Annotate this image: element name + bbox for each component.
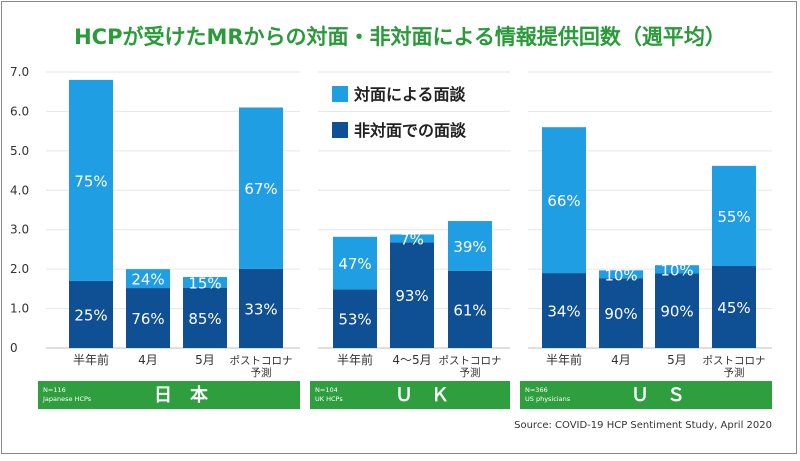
data-label: 25% xyxy=(74,306,107,324)
region-band xyxy=(38,381,300,409)
bar-segment-face-to-face xyxy=(390,234,434,243)
bar-segment-remote xyxy=(655,273,699,348)
source-note: Source: COVID-19 HCP Sentiment Study, Ap… xyxy=(514,420,772,431)
data-label: 33% xyxy=(244,300,277,318)
bar-segment-face-to-face xyxy=(126,269,170,289)
legend-label: 対面による面談 xyxy=(353,85,467,104)
category-label: 半年前 xyxy=(546,352,582,367)
category-label: ポストコロナ xyxy=(703,355,766,367)
chart-title: HCPが受けたMRからの対面・非対面による情報提供回数（週平均） xyxy=(74,25,726,49)
data-label: 47% xyxy=(338,255,371,273)
data-label: 61% xyxy=(453,301,486,319)
region-name: Ｕ Ｓ xyxy=(631,385,685,406)
region-name: Ｕ Ｋ xyxy=(395,385,449,406)
bar-segment-remote xyxy=(542,273,586,348)
data-label: 90% xyxy=(604,305,637,323)
bar-segment-remote xyxy=(69,280,113,348)
data-label: 53% xyxy=(338,311,371,329)
y-tick-label: 0 xyxy=(10,341,18,355)
sample-size-note: US physicians xyxy=(525,395,571,403)
category-label: 4〜5月 xyxy=(392,353,431,367)
y-tick-label: 3.0 xyxy=(10,223,29,237)
bar-segment-face-to-face xyxy=(542,127,586,274)
category-label: 予測 xyxy=(251,366,272,379)
category-label: 5月 xyxy=(195,353,215,367)
data-label: 75% xyxy=(74,172,107,190)
data-label: 67% xyxy=(244,180,277,198)
data-label: 10% xyxy=(604,266,637,284)
legend-label: 非対面での面談 xyxy=(354,121,467,140)
data-label: 76% xyxy=(131,310,164,328)
data-label: 39% xyxy=(453,238,486,256)
sample-size-note: UK HCPs xyxy=(315,395,343,403)
labels-layer: 25% 75% 76% 24% 85% 15% 33% 67% 53% 47% 93% 7% 61% 39… xyxy=(74,172,750,328)
sample-size-note: N=104 xyxy=(315,386,338,394)
region-band xyxy=(310,381,510,409)
y-tick-label: 5.0 xyxy=(10,144,29,158)
y-tick-label: 1.0 xyxy=(10,302,29,316)
data-label: 45% xyxy=(717,299,750,317)
data-label: 66% xyxy=(547,192,580,210)
category-label: 半年前 xyxy=(73,352,109,367)
data-label: 85% xyxy=(188,310,221,328)
data-label: 90% xyxy=(660,303,693,321)
category-label: ポストコロナ xyxy=(439,355,502,367)
data-label: 24% xyxy=(131,271,164,289)
bar-segment-face-to-face xyxy=(69,79,113,281)
bar-segment-face-to-face xyxy=(448,221,492,271)
bar-segment-remote xyxy=(183,287,227,348)
data-label: 15% xyxy=(188,274,221,292)
bar-segment-remote xyxy=(712,265,756,348)
y-tick-label: 2.0 xyxy=(10,262,29,276)
data-label: 34% xyxy=(547,303,580,321)
category-label: 5月 xyxy=(667,353,687,367)
y-tick-label: 4.0 xyxy=(10,183,29,197)
region-band xyxy=(520,381,772,409)
data-label: 93% xyxy=(395,287,428,305)
bars-layer xyxy=(69,79,756,348)
bar-segment-remote xyxy=(599,278,643,348)
region-name: 日 本 xyxy=(154,384,208,406)
category-label: 4月 xyxy=(138,353,158,367)
bar-segment-remote xyxy=(239,268,283,348)
bar-segment-remote xyxy=(390,242,434,348)
data-label: 7% xyxy=(400,230,424,248)
sample-size-note: N=116 xyxy=(43,386,66,394)
bar-segment-face-to-face xyxy=(183,277,227,288)
sample-size-note: N=366 xyxy=(525,386,548,394)
sample-size-note: Japanese HCPs xyxy=(42,395,92,403)
category-label: 半年前 xyxy=(337,352,373,367)
bar-segment-remote xyxy=(448,270,492,348)
bar-segment-remote xyxy=(126,288,170,348)
category-label: 予測 xyxy=(724,366,745,379)
bar-segment-remote xyxy=(333,289,377,348)
data-label: 10% xyxy=(660,261,693,279)
legend-swatch xyxy=(332,86,348,102)
bar-segment-face-to-face xyxy=(712,165,756,266)
bar-segment-face-to-face xyxy=(599,270,643,279)
category-label: ポストコロナ xyxy=(230,355,293,367)
legend-swatch xyxy=(332,122,348,138)
data-label: 55% xyxy=(717,208,750,226)
y-tick-label: 7.0 xyxy=(10,65,29,79)
category-label: 4月 xyxy=(611,353,631,367)
category-label: 予測 xyxy=(460,366,481,379)
bar-segment-face-to-face xyxy=(333,236,377,290)
bar-segment-face-to-face xyxy=(239,107,283,269)
y-tick-label: 6.0 xyxy=(10,104,29,118)
bar-segment-face-to-face xyxy=(655,265,699,274)
